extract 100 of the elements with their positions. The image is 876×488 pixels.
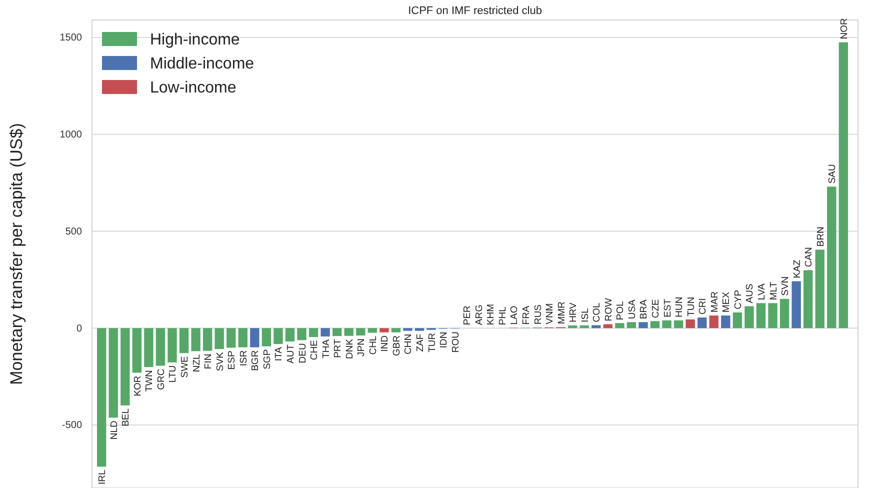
- bar: [285, 328, 295, 342]
- x-tick-label: HRV: [568, 302, 580, 322]
- x-tick-label: CHE: [309, 340, 320, 360]
- bar: [650, 321, 660, 328]
- bar: [214, 328, 224, 350]
- bar: [780, 298, 790, 328]
- x-tick-label: IDN: [438, 332, 450, 348]
- x-tick-label: ZAF: [415, 334, 426, 352]
- bar: [626, 322, 636, 328]
- x-tick-label: MMR: [556, 301, 568, 324]
- x-tick-label: SWE: [180, 356, 191, 378]
- x-tick-label: HUN: [674, 296, 686, 318]
- bar: [191, 328, 200, 352]
- bar: [838, 42, 848, 328]
- bar: [132, 328, 142, 373]
- bar: [768, 303, 778, 328]
- x-tick-label: VNM: [544, 303, 556, 324]
- bar: [368, 328, 378, 333]
- x-tick-label: TUR: [426, 332, 438, 352]
- y-tick-label: -500: [62, 420, 82, 432]
- x-tick-label: ISL: [580, 308, 591, 322]
- x-tick-label: DNK: [344, 338, 356, 359]
- x-tick-label: THA: [320, 338, 332, 358]
- bar: [297, 328, 306, 340]
- bar: [120, 328, 130, 406]
- x-tick-label: ROW: [603, 298, 614, 322]
- bar: [238, 328, 248, 348]
- x-tick-label: MEX: [721, 291, 732, 313]
- bar: [250, 328, 260, 348]
- legend-label: Low-income: [150, 80, 236, 97]
- bar: [308, 328, 318, 338]
- y-tick-label: 1500: [60, 32, 82, 44]
- x-tick-label: BEL: [120, 408, 132, 426]
- bar: [356, 328, 366, 336]
- x-tick-label: ROU: [450, 331, 462, 353]
- x-tick-label: CHL: [368, 336, 379, 355]
- x-tick-label: POL: [615, 301, 626, 320]
- bar: [732, 312, 742, 328]
- x-tick-label: ARG: [474, 304, 485, 326]
- x-tick-label: CYP: [732, 290, 744, 310]
- x-tick-label: USA: [626, 298, 638, 320]
- x-tick-label: KAZ: [792, 260, 803, 278]
- x-tick-label: IND: [380, 335, 391, 352]
- bar: [97, 328, 106, 467]
- bar: [262, 328, 272, 346]
- x-tick-label: NOR: [838, 18, 850, 40]
- chart-title: ICPF on IMF restricted club: [408, 5, 542, 17]
- x-tick-label: AUS: [744, 284, 756, 304]
- bar: [332, 328, 342, 336]
- bar: [403, 328, 412, 331]
- x-tick-label: SVK: [214, 351, 226, 372]
- bar: [320, 328, 330, 336]
- bar: [344, 328, 354, 336]
- x-tick-label: LVA: [756, 282, 768, 300]
- bar: [709, 316, 718, 328]
- bar: [168, 328, 177, 362]
- bar: [274, 328, 283, 344]
- y-axis-title: Monetary transfer per capita (US$): [7, 123, 26, 385]
- x-tick-label: ITA: [274, 346, 285, 362]
- bar: [144, 328, 154, 368]
- x-tick-label: CAN: [804, 246, 815, 268]
- bar: [792, 281, 801, 328]
- x-tick-label: BRN: [815, 226, 826, 247]
- x-tick-label: LTU: [168, 365, 179, 383]
- x-tick-label: BRA: [638, 298, 650, 320]
- x-tick-label: CRI: [698, 298, 709, 314]
- bar: [721, 316, 730, 328]
- x-tick-label: SGP: [262, 349, 273, 370]
- x-tick-label: COL: [592, 302, 603, 322]
- bar: [638, 322, 648, 328]
- x-tick-label: RUS: [532, 304, 544, 325]
- x-tick-label: FRA: [520, 305, 532, 325]
- x-tick-label: EST: [662, 298, 674, 318]
- x-tick-label: CHN: [403, 334, 414, 354]
- x-tick-label: MLT: [768, 282, 780, 300]
- y-tick-label: 0: [76, 323, 82, 334]
- x-tick-label: BGR: [250, 350, 262, 371]
- legend-label: High-income: [150, 32, 240, 49]
- bar: [580, 325, 589, 328]
- x-tick-label: JPN: [356, 338, 368, 356]
- x-tick-label: ESP: [226, 350, 238, 370]
- x-tick-label: PER: [462, 305, 474, 326]
- x-tick-label: MAR: [709, 291, 720, 313]
- x-tick-label: KHM: [486, 304, 497, 326]
- x-tick-label: AUT: [285, 344, 296, 364]
- bar: [380, 328, 389, 332]
- x-tick-label: PHL: [497, 306, 508, 326]
- bar: [108, 328, 118, 418]
- x-tick-label: NLD: [108, 420, 120, 440]
- bar: [179, 328, 189, 354]
- x-tick-label: ISR: [238, 350, 250, 366]
- x-tick-label: GBR: [391, 335, 402, 356]
- bar: [156, 328, 166, 366]
- x-tick-label: KOR: [132, 376, 144, 396]
- x-tick-label: SAU: [827, 164, 838, 184]
- bar: [603, 324, 613, 328]
- x-tick-label: LAO: [509, 306, 520, 325]
- bar: [662, 320, 672, 328]
- y-tick-label: 500: [65, 226, 82, 238]
- x-tick-label: TUN: [686, 296, 697, 316]
